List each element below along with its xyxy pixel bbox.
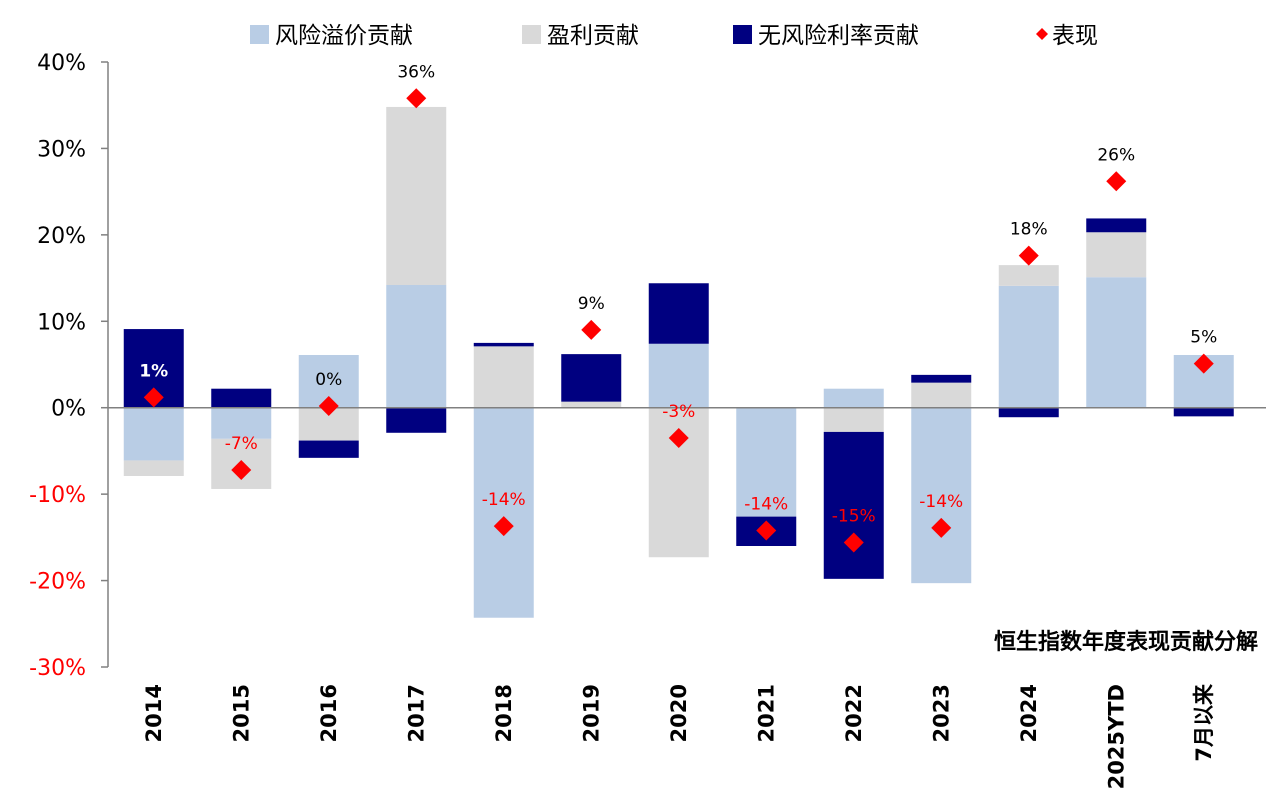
y-tick-label: -10% xyxy=(29,483,86,508)
bar-segment xyxy=(998,407,1059,418)
legend-label: 盈利贡献 xyxy=(547,23,639,49)
x-category-label: 2018 xyxy=(492,684,516,742)
y-tick-label: -20% xyxy=(29,570,86,595)
y-tick-label: 10% xyxy=(37,310,86,335)
performance-marker xyxy=(931,517,952,538)
x-category-label: 2024 xyxy=(1017,684,1041,742)
x-category-label: 2015 xyxy=(229,684,253,742)
performance-data-label: 18% xyxy=(1010,220,1048,240)
performance-marker xyxy=(1106,171,1127,192)
performance-marker xyxy=(1018,245,1039,266)
bar-segment xyxy=(123,407,184,461)
performance-marker xyxy=(756,520,777,541)
y-tick-label: -30% xyxy=(29,656,86,681)
bar-segment xyxy=(386,284,447,408)
x-category-label: 2022 xyxy=(842,684,866,742)
bar-segment xyxy=(998,265,1059,286)
performance-data-label: -14% xyxy=(744,494,788,514)
y-tick-label: 20% xyxy=(37,224,86,249)
bars-layer xyxy=(123,106,1234,618)
bar-segment xyxy=(473,346,534,408)
legend-swatch xyxy=(250,25,269,44)
x-category-label: 2021 xyxy=(754,684,778,742)
bar-segment xyxy=(911,382,972,408)
performance-marker xyxy=(318,395,339,416)
bar-segment xyxy=(736,407,797,517)
bar-segment xyxy=(473,407,534,618)
x-axis: 2014 2015 2016 2017 2018 2019 2020 2021 2022 2023… xyxy=(108,406,1266,789)
performance-data-label: -3% xyxy=(662,402,695,422)
performance-data-label: 0% xyxy=(315,370,342,390)
legend: 风险溢价贡献 盈利贡献 无风险利率贡献 表现 xyxy=(250,23,1098,49)
performance-marker xyxy=(843,532,864,553)
x-category-label: 2023 xyxy=(929,684,953,742)
performance-marker xyxy=(143,387,164,408)
x-category-label: 7月以来 xyxy=(1192,683,1216,762)
performance-data-label: -14% xyxy=(482,490,526,510)
performance-marker xyxy=(406,88,427,109)
x-category-label: 2020 xyxy=(667,684,691,742)
performance-data-label: -15% xyxy=(832,507,876,527)
bar-segment xyxy=(1173,407,1234,417)
bar-segment xyxy=(1086,218,1147,233)
bar-segment xyxy=(561,401,622,408)
legend-swatch xyxy=(522,25,541,44)
legend-label: 风险溢价贡献 xyxy=(275,23,413,49)
y-tick-label: 0% xyxy=(51,397,86,422)
bar-segment xyxy=(1086,232,1147,278)
performance-data-label: 26% xyxy=(1097,145,1135,165)
performance-marker xyxy=(668,427,689,448)
y-tick-label: 30% xyxy=(37,137,86,162)
performance-data-label: 1% xyxy=(139,361,168,381)
bar-segment xyxy=(911,374,972,383)
bar-segment xyxy=(561,354,622,402)
bar-segment xyxy=(386,106,447,285)
performance-data-label: 9% xyxy=(578,294,605,314)
legend-marker xyxy=(1036,28,1048,40)
bar-segment xyxy=(211,388,272,408)
x-category-label: 2017 xyxy=(404,684,428,742)
performance-marker xyxy=(231,459,252,480)
bar-segment xyxy=(298,440,359,458)
performance-data-label: 36% xyxy=(397,62,435,82)
x-category-label: 2016 xyxy=(317,684,341,742)
performance-marker xyxy=(493,516,514,537)
x-category-label: 2025YTD xyxy=(1104,684,1128,789)
y-tick-label: 40% xyxy=(37,51,86,76)
y-axis: 40% 30% 20% 10% 0% -10% -20% -30% xyxy=(29,51,109,681)
performance-data-label: -7% xyxy=(225,434,258,454)
x-category-label: 2014 xyxy=(142,684,166,742)
bar-segment xyxy=(648,283,709,344)
bar-segment xyxy=(998,285,1059,408)
bar-segment xyxy=(386,407,447,433)
bar-segment xyxy=(123,460,184,476)
chart-annotation: 恒生指数年度表现贡献分解 xyxy=(994,629,1258,655)
performance-marker xyxy=(581,319,602,340)
markers-layer: 1% -7% 0% 36% -14% 9% -3% -14% -15% -14% 18% 26% 5% xyxy=(139,62,1217,553)
legend-label: 表现 xyxy=(1052,23,1098,49)
performance-marker xyxy=(1193,353,1214,374)
bar-segment xyxy=(911,407,972,584)
bar-segment xyxy=(211,407,272,439)
x-category-label: 2019 xyxy=(579,684,603,742)
bar-segment xyxy=(648,343,709,408)
bar-segment xyxy=(473,342,534,347)
legend-swatch xyxy=(733,25,752,44)
bar-segment xyxy=(1086,277,1147,408)
bar-segment xyxy=(823,388,884,408)
bar-segment xyxy=(823,431,884,579)
performance-data-label: 5% xyxy=(1190,328,1217,348)
legend-label: 无风险利率贡献 xyxy=(758,23,919,49)
performance-data-label: -14% xyxy=(919,492,963,512)
bar-segment xyxy=(823,407,884,432)
